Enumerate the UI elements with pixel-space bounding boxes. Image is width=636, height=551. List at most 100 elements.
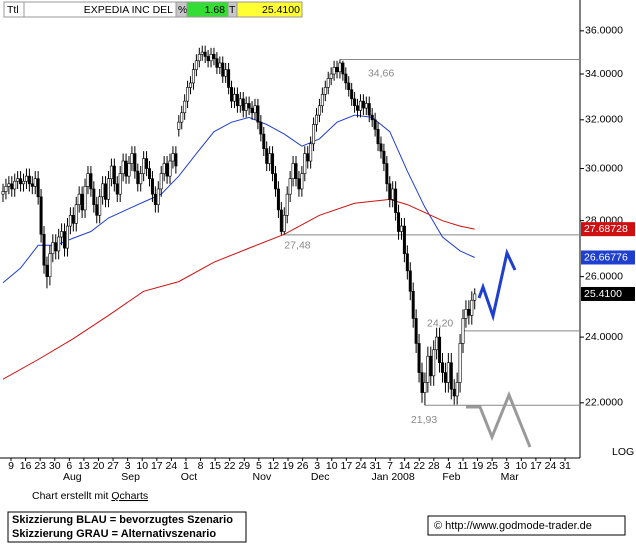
candle-body [83, 186, 87, 211]
candle-body [95, 204, 99, 216]
x-tick-label: 22 [224, 460, 236, 472]
candle-body [417, 343, 421, 373]
candle-body [212, 53, 216, 59]
x-tick-label: 12 [268, 460, 280, 472]
candle-body [165, 163, 169, 177]
header-name: EXPEDIA INC DEL [84, 4, 173, 16]
candle-body [133, 153, 137, 172]
candle-body [335, 67, 339, 73]
candle-body [197, 53, 201, 62]
x-tick-label: 27 [107, 460, 119, 472]
candle-body [449, 362, 453, 390]
value-box [581, 250, 635, 265]
candle-body [306, 153, 310, 162]
candle-body [42, 233, 46, 266]
candle-body [338, 62, 342, 73]
x-tick-label: 28 [428, 460, 440, 472]
candle-body [467, 308, 471, 316]
candle-body [191, 69, 195, 84]
candle-body [361, 100, 365, 109]
candle-body [48, 253, 52, 277]
candle-body [33, 178, 37, 187]
candle-body [92, 188, 96, 205]
candle-body [65, 225, 69, 249]
x-tick-label: 29 [238, 460, 250, 472]
candle-body [370, 114, 374, 121]
candle-body [235, 93, 239, 107]
x-tick-label: 24 [166, 460, 178, 472]
candle-body [232, 93, 236, 102]
x-tick-label: 10 [515, 460, 527, 472]
month-label: Feb [442, 471, 460, 483]
candle-body [168, 160, 172, 177]
candle-body [435, 336, 439, 351]
header-cell [236, 1, 303, 18]
candle-body [54, 242, 58, 252]
candle-body [57, 236, 61, 252]
candle-body [303, 153, 307, 174]
month-label: Aug [63, 471, 82, 483]
candle-body [203, 51, 207, 57]
month-label: Dec [311, 471, 330, 483]
candle-body [332, 67, 336, 75]
x-tick-label: 13 [78, 460, 90, 472]
candle-body [74, 204, 78, 224]
candle-body [279, 209, 283, 232]
candle-body [364, 103, 368, 109]
candle-body [388, 183, 392, 200]
candle-body [19, 178, 23, 185]
x-tick-label: 31 [370, 460, 382, 472]
candle-body [367, 103, 371, 116]
candle-body [470, 299, 474, 316]
candle-body [36, 178, 40, 198]
candle-body [329, 73, 333, 79]
y-tick-label: 36.0000 [585, 25, 623, 37]
candle-body [224, 69, 228, 77]
candle-body [291, 163, 295, 179]
candle-body [162, 163, 166, 174]
credit-link: Qcharts [111, 490, 148, 502]
candle-body [7, 183, 11, 187]
candle-body [473, 293, 477, 301]
candle-body [285, 193, 289, 216]
candle-body [227, 69, 231, 88]
month-label: Jan 2008 [371, 471, 414, 483]
candle-body [71, 214, 75, 224]
x-tick-label: 31 [559, 460, 571, 472]
candle-body [121, 160, 125, 174]
y-tick-label: 32.0000 [585, 114, 623, 126]
x-tick-label: 1 [183, 460, 189, 472]
candle-body [244, 103, 248, 111]
month-label: Mar [501, 471, 520, 483]
candle-body [118, 173, 122, 195]
candle-body [414, 318, 418, 344]
candle-body [300, 173, 304, 190]
x-tick-label: 10 [326, 460, 338, 472]
candle-body [215, 58, 219, 68]
y-tick-label: 26.0000 [585, 270, 623, 282]
candle-body [27, 175, 31, 185]
copyright: © http://www.godmode-trader.de [434, 520, 592, 532]
candle-body [373, 119, 377, 130]
candle-body [200, 51, 204, 55]
candle-body [443, 372, 447, 383]
candle-body [276, 188, 280, 211]
x-tick-label: 3 [125, 460, 131, 472]
candle-body [256, 105, 260, 123]
x-tick-label: 23 [34, 460, 46, 472]
candle-body [382, 150, 386, 164]
note: Skizzierung GRAU = Alternativszenario [12, 528, 216, 540]
candle-body [262, 133, 266, 149]
candle-body [22, 180, 26, 185]
candle-body [341, 62, 345, 75]
x-tick-label: 9 [8, 460, 14, 472]
candle-body [4, 186, 8, 192]
candle-body [455, 382, 459, 397]
candle-body [423, 382, 427, 393]
candle-body [411, 291, 415, 319]
candle-body [136, 170, 140, 185]
candle-body [312, 124, 316, 145]
x-tick-label: 17 [151, 460, 163, 472]
candle-body [115, 183, 119, 195]
